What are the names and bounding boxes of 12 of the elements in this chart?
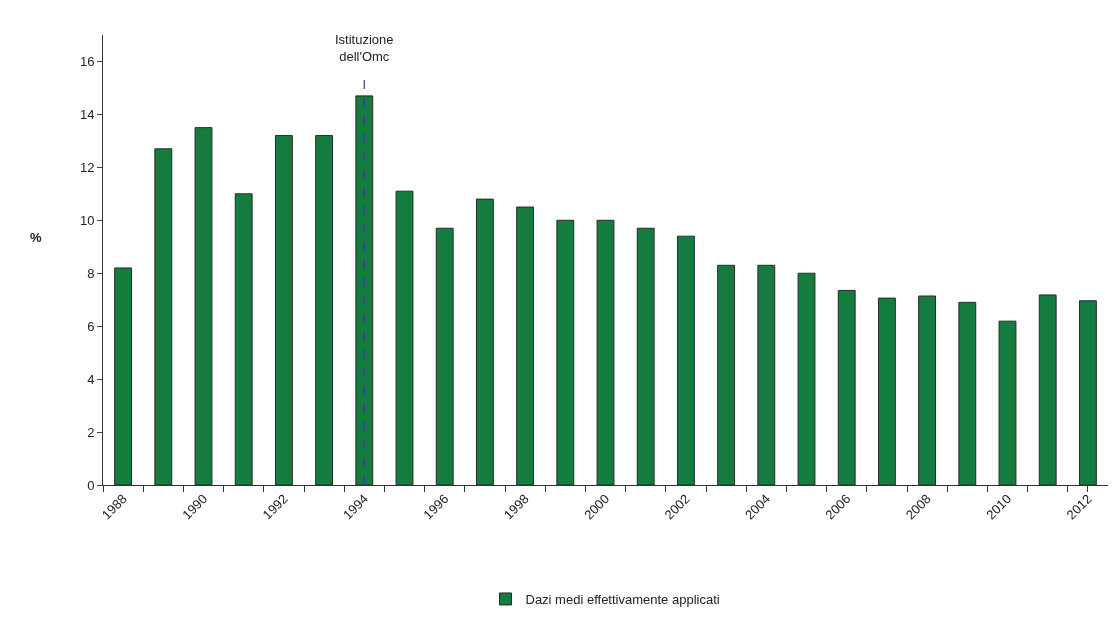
ref-line-label: Istituzione dell'Omc <box>335 32 394 64</box>
y-tick-label: 0 <box>87 477 95 493</box>
y-tick-label: 8 <box>87 265 95 281</box>
y-tick-label: 12 <box>79 159 95 175</box>
y-tick-label: 4 <box>87 371 95 387</box>
y-tick-label: 2 <box>87 424 95 440</box>
legend-label: Dazi medi effettivamente applicati <box>525 592 720 608</box>
y-tick-label: 10 <box>79 212 95 228</box>
y-axis-title: % <box>30 230 42 245</box>
y-tick-label: 16 <box>79 54 95 70</box>
y-tick-label: 6 <box>87 318 95 334</box>
y-tick-label: 14 <box>79 106 95 122</box>
